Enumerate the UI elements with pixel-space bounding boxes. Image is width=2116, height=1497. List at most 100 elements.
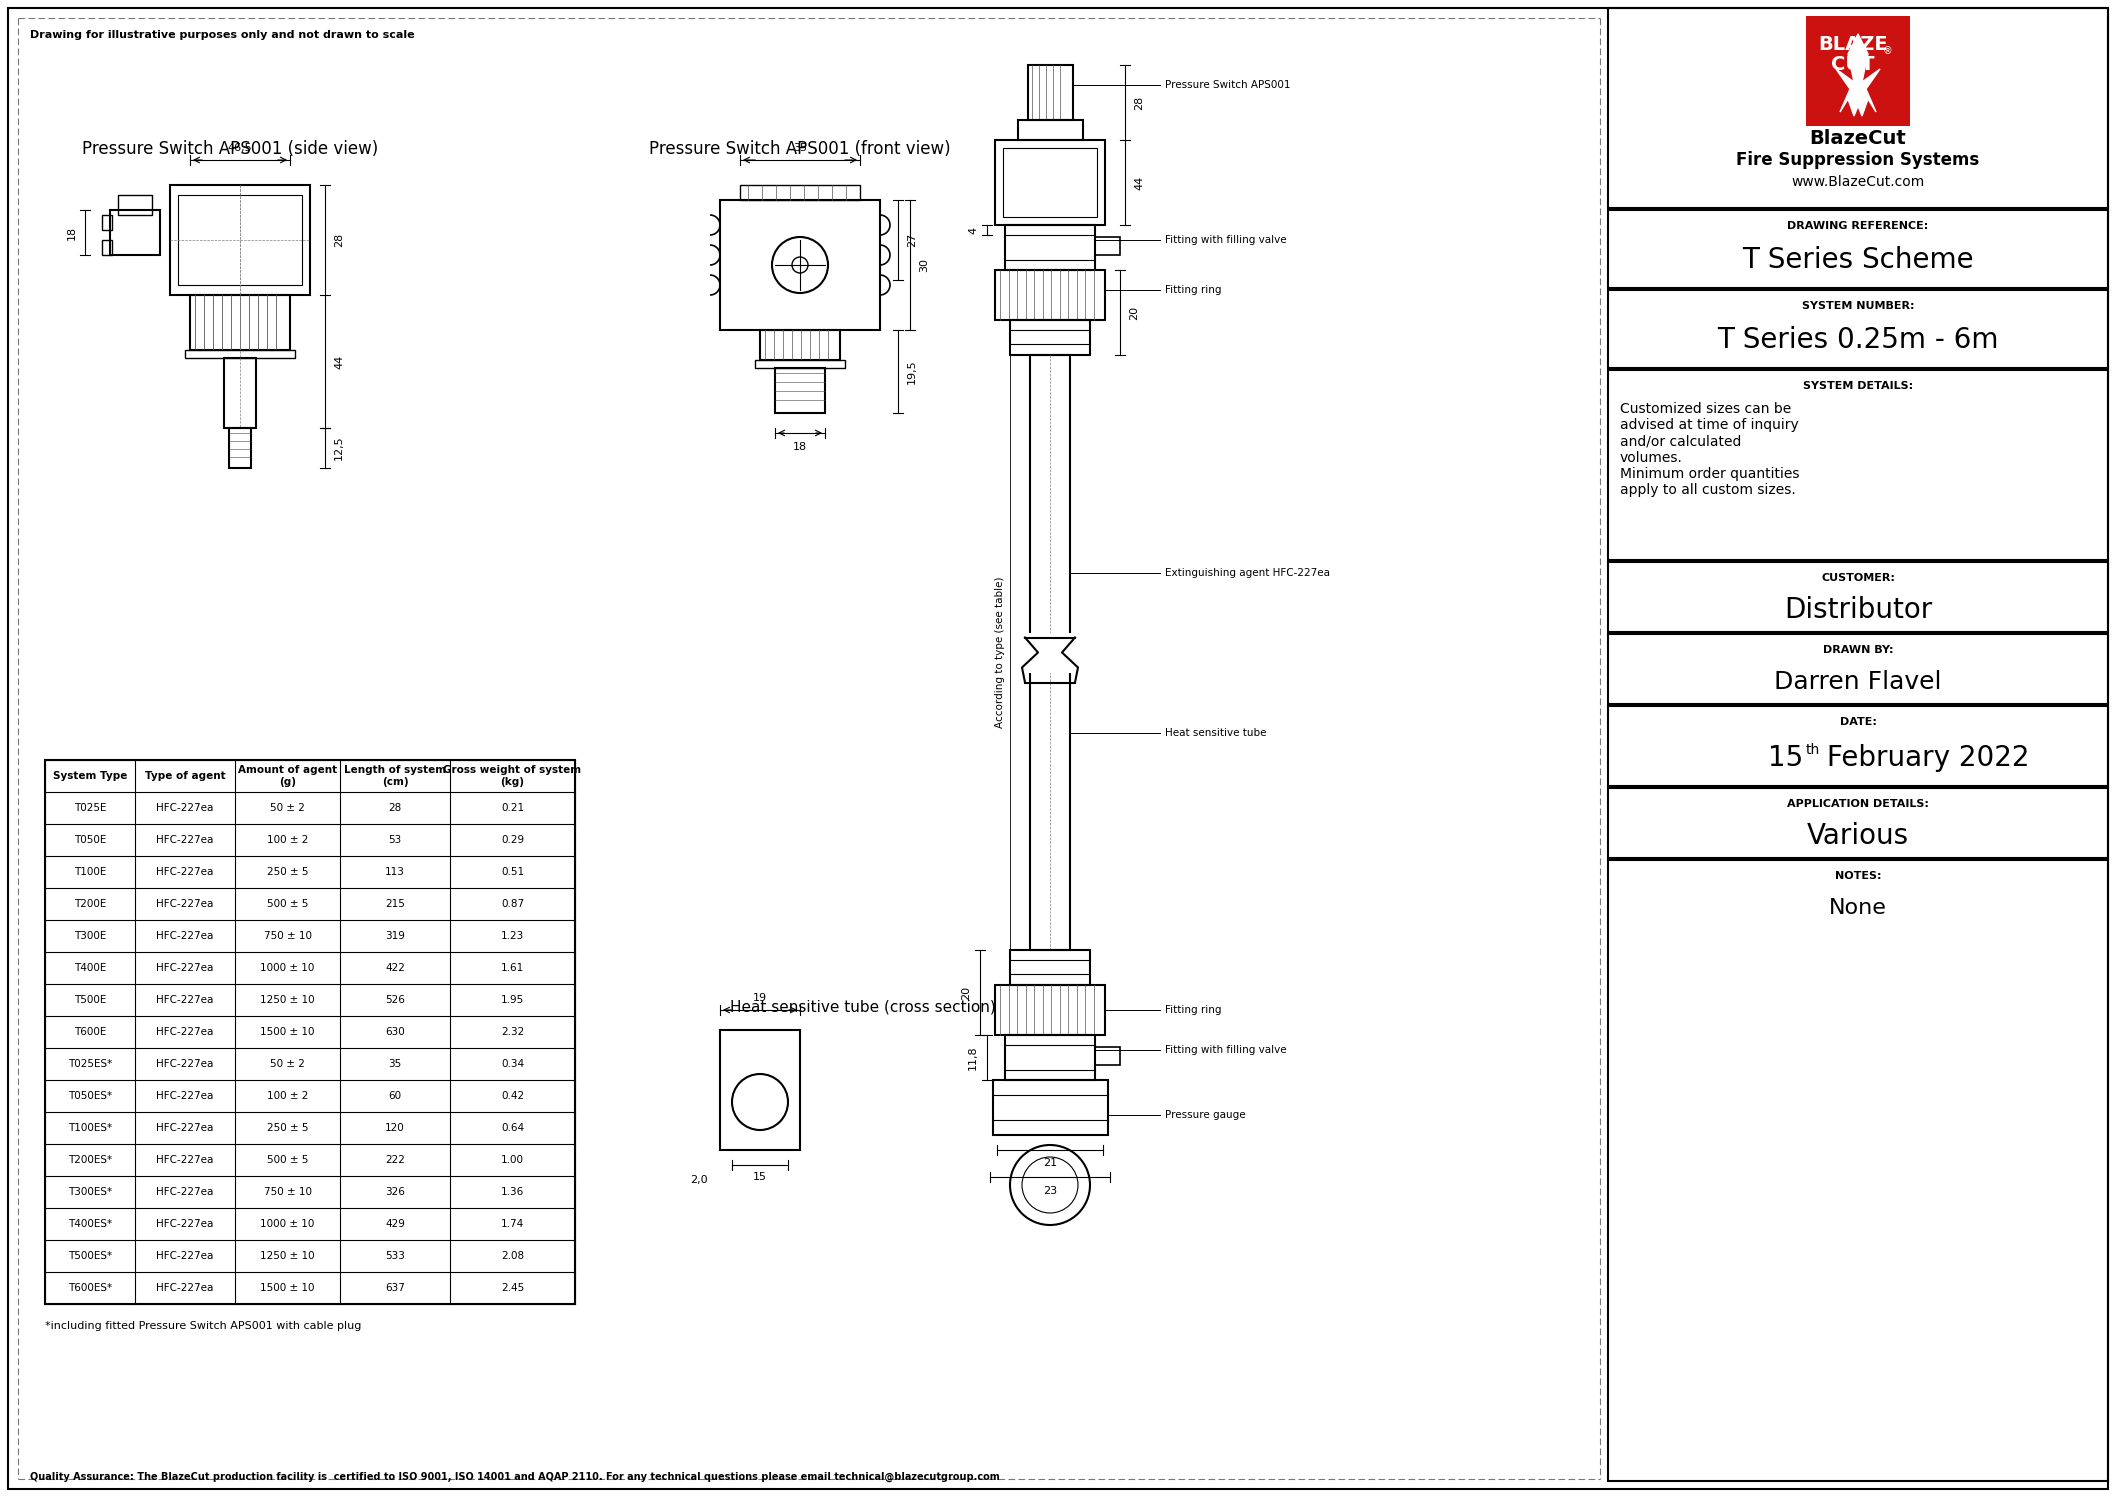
Bar (1608, 859, 2108, 1481)
Bar (1608, 787, 2108, 858)
Text: 20: 20 (1130, 305, 1138, 319)
Text: 215: 215 (385, 900, 404, 909)
Text: 50 ± 2: 50 ± 2 (271, 1058, 305, 1069)
Text: 1.74: 1.74 (501, 1219, 525, 1229)
Text: 60: 60 (389, 1091, 402, 1100)
Text: 2.45: 2.45 (501, 1283, 525, 1293)
Text: SYSTEM NUMBER:: SYSTEM NUMBER: (1801, 301, 1915, 311)
Text: 23: 23 (1043, 1186, 1058, 1196)
Bar (1005, 225, 1094, 269)
Text: T500E: T500E (74, 996, 106, 1004)
Text: 18: 18 (68, 226, 76, 240)
Bar (995, 141, 1105, 225)
Bar (1094, 237, 1119, 254)
Text: 15: 15 (1767, 744, 1803, 772)
Text: 1.61: 1.61 (501, 963, 525, 973)
Bar (719, 201, 880, 329)
Text: 30: 30 (918, 257, 929, 272)
Bar (760, 329, 840, 359)
Text: 28: 28 (1134, 96, 1145, 109)
Text: 53: 53 (389, 835, 402, 844)
Text: HFC-227ea: HFC-227ea (157, 1187, 214, 1198)
Text: 28: 28 (389, 802, 402, 813)
Text: T400ES*: T400ES* (68, 1219, 112, 1229)
Bar (741, 186, 859, 201)
Text: *including fitted Pressure Switch APS001 with cable plug: *including fitted Pressure Switch APS001… (44, 1320, 362, 1331)
Text: HFC-227ea: HFC-227ea (157, 1123, 214, 1133)
Bar (44, 760, 576, 1304)
Text: T200E: T200E (74, 900, 106, 909)
Text: DATE:: DATE: (1839, 717, 1877, 728)
Text: HFC-227ea: HFC-227ea (157, 900, 214, 909)
Text: Amount of agent
(g): Amount of agent (g) (237, 765, 336, 787)
Text: Customized sizes can be
advised at time of inquiry
and/or calculated
volumes.
Mi: Customized sizes can be advised at time … (1621, 403, 1799, 497)
Text: Fitting with filling valve: Fitting with filling valve (1166, 235, 1287, 246)
Text: T Series Scheme: T Series Scheme (1741, 246, 1974, 274)
Text: CUSTOMER:: CUSTOMER: (1822, 573, 1896, 582)
Bar (1608, 210, 2108, 287)
Bar (1805, 16, 1911, 126)
Bar (774, 368, 825, 413)
Text: DRAWING REFERENCE:: DRAWING REFERENCE: (1788, 222, 1928, 231)
Text: 27: 27 (908, 234, 916, 247)
Text: T025ES*: T025ES* (68, 1058, 112, 1069)
Text: 44: 44 (1134, 175, 1145, 190)
Text: Pressure Switch APS001: Pressure Switch APS001 (1166, 79, 1291, 90)
Text: ®: ® (1883, 46, 1894, 55)
Text: T300E: T300E (74, 931, 106, 942)
Text: Various: Various (1807, 822, 1909, 850)
Text: HFC-227ea: HFC-227ea (157, 1283, 214, 1293)
Text: T100ES*: T100ES* (68, 1123, 112, 1133)
Text: HFC-227ea: HFC-227ea (157, 963, 214, 973)
Text: 533: 533 (385, 1251, 404, 1260)
Text: APPLICATION DETAILS:: APPLICATION DETAILS: (1788, 799, 1930, 808)
Bar (995, 269, 1105, 320)
Text: CUT: CUT (1830, 54, 1875, 73)
Text: 100 ± 2: 100 ± 2 (267, 1091, 309, 1100)
Text: HFC-227ea: HFC-227ea (157, 1027, 214, 1037)
Text: 2,0: 2,0 (690, 1175, 709, 1186)
Text: HFC-227ea: HFC-227ea (157, 1058, 214, 1069)
Text: Heat sensitive tube: Heat sensitive tube (1166, 728, 1267, 738)
Text: 19,5: 19,5 (908, 359, 916, 383)
Text: 500 ± 5: 500 ± 5 (267, 900, 309, 909)
Text: HFC-227ea: HFC-227ea (157, 867, 214, 877)
Text: 1000 ± 10: 1000 ± 10 (260, 963, 315, 973)
Bar (118, 195, 152, 216)
Text: Distributor: Distributor (1784, 596, 1932, 624)
Text: Type of agent: Type of agent (144, 771, 224, 781)
Text: Pressure Switch APS001 (front view): Pressure Switch APS001 (front view) (650, 141, 950, 159)
Text: 0.21: 0.21 (501, 802, 525, 813)
Text: 1.23: 1.23 (501, 931, 525, 942)
Text: 2.32: 2.32 (501, 1027, 525, 1037)
Text: T400E: T400E (74, 963, 106, 973)
Text: Quality Assurance: The BlazeCut production facility is  certified to ISO 9001, I: Quality Assurance: The BlazeCut producti… (30, 1472, 999, 1482)
Bar (110, 210, 161, 254)
Bar (102, 216, 112, 231)
Text: 500 ± 5: 500 ± 5 (267, 1156, 309, 1165)
Text: 0.42: 0.42 (501, 1091, 525, 1100)
Text: T600ES*: T600ES* (68, 1283, 112, 1293)
Bar (1608, 7, 2108, 208)
Text: 35: 35 (794, 144, 806, 153)
Text: 1250 ± 10: 1250 ± 10 (260, 1251, 315, 1260)
Text: 637: 637 (385, 1283, 404, 1293)
Text: 429: 429 (385, 1219, 404, 1229)
Text: Pressure gauge: Pressure gauge (1166, 1109, 1246, 1120)
Bar (102, 240, 112, 254)
Text: 422: 422 (385, 963, 404, 973)
Text: 0.51: 0.51 (501, 867, 525, 877)
Text: BLAZE: BLAZE (1818, 34, 1887, 54)
Text: DRAWN BY:: DRAWN BY: (1822, 645, 1894, 656)
Text: 18: 18 (794, 442, 806, 452)
Text: T050ES*: T050ES* (68, 1091, 112, 1100)
Bar (1009, 951, 1090, 985)
Bar (178, 195, 303, 284)
Text: According to type (see table): According to type (see table) (995, 576, 1005, 728)
Text: 0.87: 0.87 (501, 900, 525, 909)
Bar (1608, 707, 2108, 786)
Text: 44: 44 (334, 355, 345, 368)
Text: 1.95: 1.95 (501, 996, 525, 1004)
Text: 526: 526 (385, 996, 404, 1004)
Text: NOTES:: NOTES: (1835, 871, 1881, 882)
